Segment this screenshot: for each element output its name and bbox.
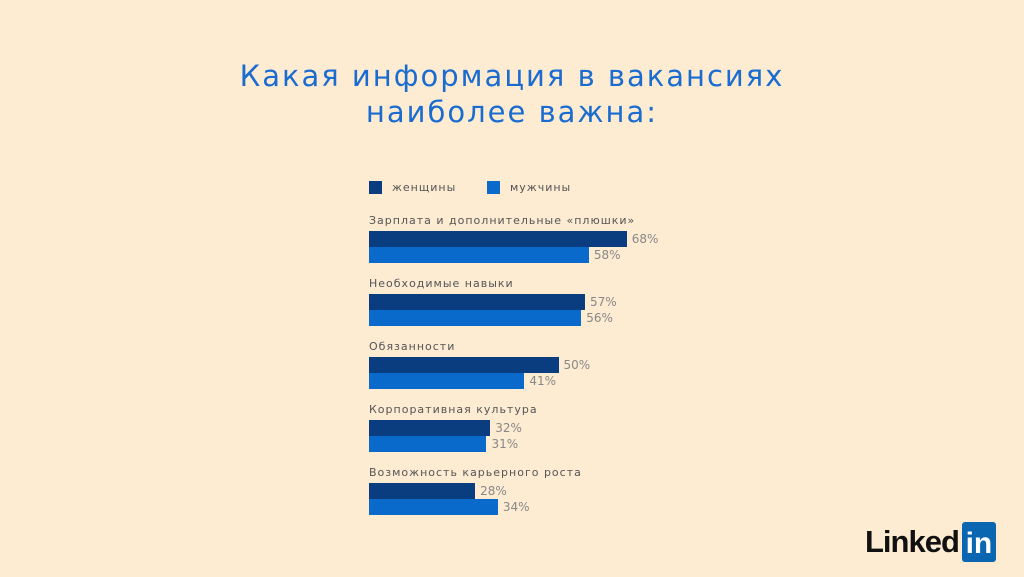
value-label: 58% <box>593 248 621 262</box>
legend-item-men: мужчины <box>487 181 571 194</box>
value-label: 28% <box>480 484 507 498</box>
category-label: Возможность карьерного роста <box>369 466 582 479</box>
value-label: 41% <box>529 374 557 388</box>
bar-women <box>369 231 627 247</box>
category-label: Корпоративная культура <box>369 403 538 416</box>
category-label: Обязанности <box>369 340 456 353</box>
legend-item-women: женщины <box>369 181 456 194</box>
title-line-1: Какая информация в вакансиях <box>239 59 785 93</box>
linkedin-logo: Linked in <box>865 522 996 562</box>
bar-men <box>369 373 525 389</box>
title-line-2: наиболее важна: <box>365 95 659 129</box>
bar-men <box>369 310 582 326</box>
bar-women <box>369 357 559 373</box>
bar-women <box>369 483 476 499</box>
bar-men <box>369 436 487 452</box>
category-label: Зарплата и дополнительные «плюшки» <box>369 214 636 227</box>
bar-women <box>369 420 491 436</box>
value-label: 57% <box>590 295 617 309</box>
logo-badge: in <box>961 522 996 562</box>
bar-men <box>369 247 589 263</box>
value-label: 31% <box>491 437 519 451</box>
legend-label-men: мужчины <box>510 181 572 194</box>
legend-swatch-men <box>487 181 500 194</box>
value-label: 56% <box>586 311 613 325</box>
bar-women <box>369 294 586 310</box>
legend-swatch-women <box>369 181 382 194</box>
value-label: 34% <box>502 500 530 514</box>
category-label: Необходимые навыки <box>369 277 514 290</box>
value-label: 68% <box>631 232 659 246</box>
value-label: 50% <box>563 358 591 372</box>
chart-title: Какая информация в вакансиях наиболее ва… <box>0 58 1024 130</box>
bar-men <box>369 499 498 515</box>
value-label: 32% <box>495 421 522 435</box>
legend-label-women: женщины <box>392 181 457 194</box>
logo-text: Linked <box>865 524 960 559</box>
